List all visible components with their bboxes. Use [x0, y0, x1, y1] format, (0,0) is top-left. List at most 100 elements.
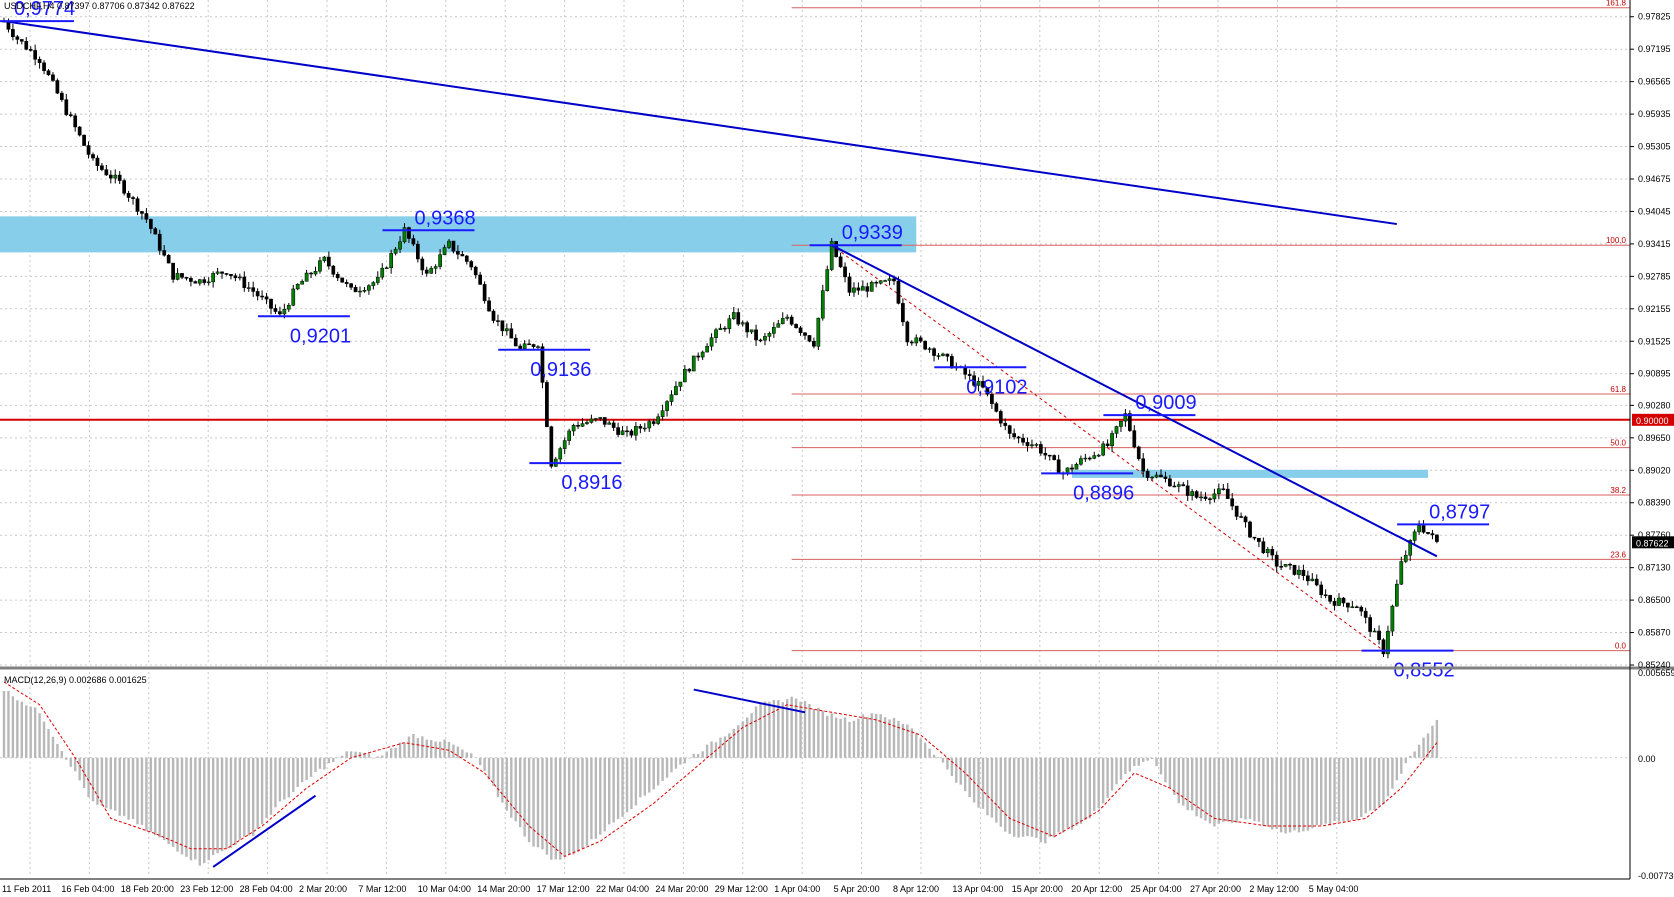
x-tick-label: 13 Apr 04:00: [952, 884, 1003, 894]
x-tick-label: 20 Apr 12:00: [1071, 884, 1122, 894]
candle-body: [625, 430, 629, 433]
candle-body: [424, 269, 429, 274]
candle-body: [678, 381, 683, 387]
candle-body: [42, 62, 46, 71]
candle-body: [803, 332, 807, 336]
candle-body: [745, 322, 749, 333]
candle-body: [122, 180, 127, 194]
candle-body: [972, 375, 976, 386]
candle-body: [1328, 595, 1332, 602]
candle-body: [1176, 484, 1181, 487]
candle-body: [1337, 597, 1341, 606]
candle-body: [229, 274, 233, 276]
candle-body: [1039, 444, 1043, 454]
x-tick-label: 16 Feb 04:00: [61, 884, 114, 894]
resistance-zones: [0, 216, 1428, 478]
candle-body: [1248, 521, 1252, 538]
candle-body: [1306, 575, 1310, 582]
candle-body: [429, 268, 434, 274]
macd-signal-line: [3, 681, 1438, 857]
y-tick-label: 0.94045: [1638, 206, 1671, 216]
candle-body: [861, 286, 865, 291]
candle-body: [273, 308, 278, 312]
candle-body: [126, 193, 131, 198]
candle-body: [358, 290, 362, 293]
candle-body: [865, 286, 870, 292]
x-tick-label: 5 May 04:00: [1309, 884, 1359, 894]
candle-body: [994, 403, 999, 412]
candle-body: [571, 425, 576, 432]
candle-body: [1279, 566, 1284, 568]
candle-body: [772, 327, 776, 334]
candle-body: [585, 422, 589, 424]
candle-body: [46, 70, 51, 76]
candle-body: [1025, 442, 1030, 447]
candle-body: [456, 250, 460, 255]
candle-body: [540, 346, 545, 383]
candle-body: [149, 219, 153, 229]
candle-body: [451, 240, 456, 252]
candle-body: [1390, 605, 1395, 632]
current-price-badge: [1632, 536, 1674, 549]
candle-body: [135, 198, 140, 212]
annotation-label: 0,9339: [842, 222, 903, 244]
candle-body: [1377, 630, 1381, 640]
candle-body: [1408, 540, 1413, 556]
trend-lines[interactable]: [3, 20, 1438, 558]
candle-body: [736, 312, 741, 325]
candle-body: [416, 243, 420, 260]
candle-body: [1332, 601, 1337, 606]
candle-body: [1217, 488, 1221, 495]
candle-body: [100, 165, 104, 170]
candle-body: [77, 126, 82, 136]
annotation-label: 0,8896: [1073, 482, 1134, 504]
candle-body: [567, 430, 571, 441]
candle-body: [260, 295, 264, 298]
long-trendline: [3, 20, 1397, 226]
candle-body: [1314, 578, 1319, 586]
candle-body: [1386, 630, 1390, 655]
candle-body: [1096, 454, 1101, 457]
x-tick-label: 14 Mar 20:00: [477, 884, 530, 894]
candle-body: [901, 303, 905, 323]
candle-body: [1265, 549, 1270, 554]
support-zone: [1072, 469, 1428, 478]
candle-body: [869, 282, 874, 292]
candle-body: [398, 241, 402, 250]
candle-body: [629, 430, 634, 436]
candle-body: [108, 174, 113, 179]
candle-body: [536, 346, 540, 348]
candle-body: [1145, 470, 1150, 478]
candle-body: [19, 39, 24, 42]
candle-body: [936, 355, 941, 357]
candle-body: [1203, 496, 1208, 499]
candle-body: [1052, 455, 1057, 460]
candle-body: [340, 277, 345, 283]
candle-body: [482, 284, 487, 302]
candle-body: [932, 348, 936, 356]
candle-body: [576, 425, 580, 427]
candle-body: [714, 329, 718, 338]
price-candles: [2, 17, 1439, 659]
candle-body: [1030, 444, 1034, 447]
candle-body: [420, 258, 425, 271]
candle-body: [1101, 443, 1106, 456]
candle-body: [1003, 422, 1008, 426]
candle-body: [829, 241, 834, 270]
candle-body: [189, 278, 193, 282]
candle-body: [1083, 457, 1088, 460]
candle-body: [1252, 536, 1257, 539]
candle-body: [1292, 564, 1297, 575]
candle-body: [914, 337, 919, 344]
candle-body: [1159, 474, 1163, 478]
candle-body: [731, 312, 736, 319]
candle-body: [1346, 602, 1350, 608]
candle-body: [60, 92, 64, 100]
candle-body: [1323, 594, 1328, 597]
candle-body: [700, 351, 705, 358]
candle-body: [300, 281, 304, 285]
candle-body: [749, 329, 754, 333]
level-label: 0.90000: [1636, 416, 1669, 426]
candle-body: [255, 291, 260, 297]
